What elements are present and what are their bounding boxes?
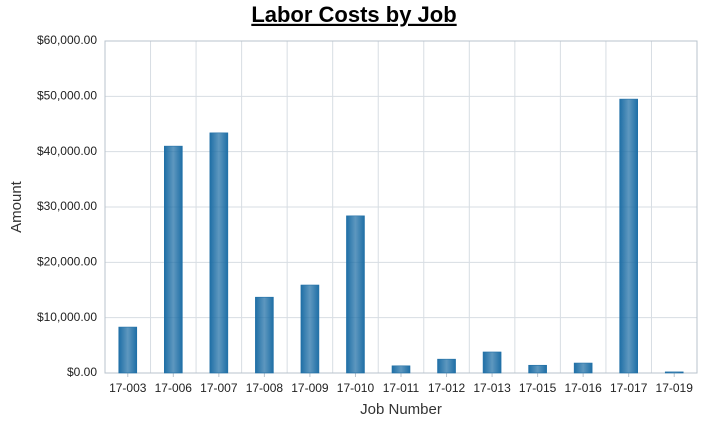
y-tick-label: $0.00 xyxy=(67,365,97,379)
bar xyxy=(300,284,320,374)
bar xyxy=(573,362,593,374)
x-tick-label: 17-009 xyxy=(291,381,329,395)
bar xyxy=(619,98,638,374)
bar xyxy=(346,215,365,374)
x-tick-label: 17-016 xyxy=(564,381,602,395)
bar xyxy=(482,351,502,374)
x-tick-label: 17-011 xyxy=(383,381,420,395)
y-tick-label: $10,000.00 xyxy=(37,310,97,324)
y-tick-label: $50,000.00 xyxy=(37,89,97,103)
y-tick-label: $20,000.00 xyxy=(37,255,97,269)
x-tick-label: 17-010 xyxy=(337,381,375,395)
bar xyxy=(209,132,229,374)
bar xyxy=(528,364,547,374)
chart-title: Labor Costs by Job xyxy=(251,2,456,27)
x-tick-label: 17-007 xyxy=(200,381,238,395)
x-tick-label: 17-013 xyxy=(473,381,511,395)
bar xyxy=(118,326,138,374)
x-tick-label: 17-012 xyxy=(428,381,466,395)
y-axis-title: Amount xyxy=(8,180,25,233)
bar xyxy=(255,296,274,374)
x-tick-label: 17-006 xyxy=(155,381,193,395)
bar xyxy=(664,371,684,374)
bar xyxy=(164,145,183,374)
bar xyxy=(391,365,411,374)
y-tick-label: $40,000.00 xyxy=(37,144,97,158)
y-tick-label: $30,000.00 xyxy=(37,199,97,213)
x-axis-title: Job Number xyxy=(360,401,442,418)
x-tick-label: 17-017 xyxy=(610,381,648,395)
bar xyxy=(437,358,456,374)
x-tick-label: 17-019 xyxy=(656,381,694,395)
x-tick-label: 17-008 xyxy=(246,381,284,395)
y-tick-label: $60,000.00 xyxy=(37,33,97,47)
x-tick-label: 17-015 xyxy=(519,381,557,395)
x-tick-label: 17-003 xyxy=(109,381,147,395)
